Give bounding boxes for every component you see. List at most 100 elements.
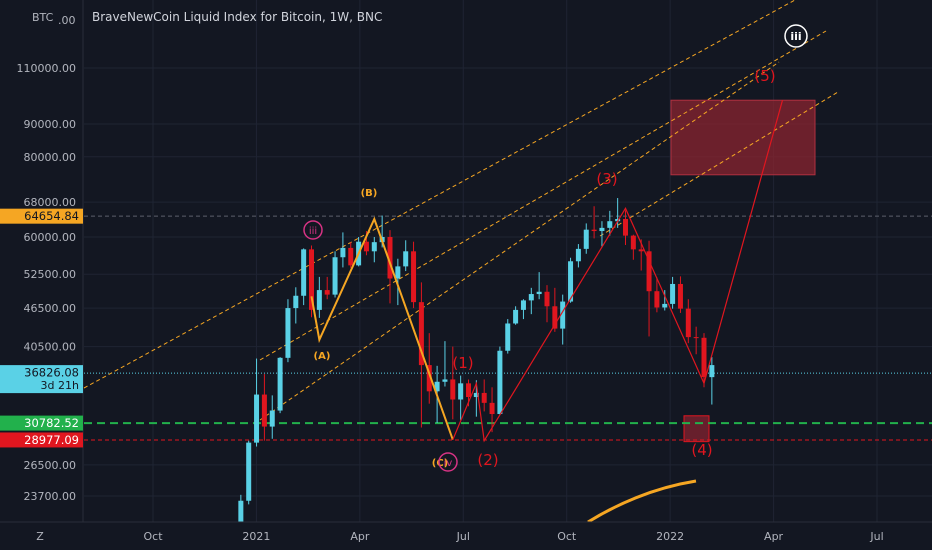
candle[interactable] xyxy=(293,287,299,324)
candle[interactable] xyxy=(630,234,636,260)
candle[interactable] xyxy=(254,358,260,447)
wave-label-iii-white: iii xyxy=(790,30,801,43)
candle[interactable] xyxy=(426,333,432,404)
candle[interactable] xyxy=(599,221,605,247)
zone-layer xyxy=(670,99,816,443)
price-tag-value: 28977.09 xyxy=(24,433,79,447)
wave-label-iii-pink: iii xyxy=(309,226,317,237)
candle-body xyxy=(434,381,440,392)
candle-body xyxy=(568,261,574,302)
candle[interactable] xyxy=(418,282,424,428)
candle[interactable] xyxy=(646,240,652,337)
candle[interactable] xyxy=(340,232,346,268)
candle[interactable] xyxy=(316,276,322,318)
candle[interactable] xyxy=(497,346,503,415)
candle[interactable] xyxy=(677,276,683,313)
candle-body xyxy=(623,219,628,236)
candle[interactable] xyxy=(442,341,448,387)
candle[interactable] xyxy=(481,379,487,412)
candle-body xyxy=(324,290,330,295)
x-tick-label: Jul xyxy=(869,530,883,543)
candle[interactable] xyxy=(583,223,589,254)
candle[interactable] xyxy=(277,357,283,414)
circle-marker xyxy=(303,220,323,240)
candle-body xyxy=(418,302,424,366)
candle-body xyxy=(309,249,314,310)
candle[interactable] xyxy=(591,206,597,239)
candle-body xyxy=(544,291,550,307)
candle-body xyxy=(458,383,464,400)
candle[interactable] xyxy=(693,326,699,355)
candle[interactable] xyxy=(458,375,464,421)
candle[interactable] xyxy=(528,287,534,315)
candle[interactable] xyxy=(560,294,566,345)
price-tag-bg xyxy=(0,432,83,448)
candle[interactable] xyxy=(505,319,511,354)
candle-body xyxy=(536,291,542,295)
circle-marker xyxy=(784,24,808,48)
x-tick-label: 2022 xyxy=(656,530,684,543)
candle[interactable] xyxy=(395,258,401,306)
y-tick-label: 68000.00 xyxy=(24,196,77,209)
support-zone[interactable] xyxy=(683,415,710,443)
candle[interactable] xyxy=(387,230,393,304)
candle[interactable] xyxy=(309,245,314,318)
y-tick-label: 52500.00 xyxy=(24,268,77,281)
candle-body xyxy=(560,301,566,329)
candle[interactable] xyxy=(489,387,495,433)
candle[interactable] xyxy=(269,395,275,439)
candle-body xyxy=(293,295,299,309)
candle[interactable] xyxy=(348,242,354,268)
candle[interactable] xyxy=(607,210,613,236)
candle-body xyxy=(513,309,519,324)
candle[interactable] xyxy=(670,276,676,309)
candle-body xyxy=(254,394,260,443)
candle[interactable] xyxy=(623,210,628,246)
candle[interactable] xyxy=(324,276,330,300)
channel-lines xyxy=(83,0,839,421)
x-tick-label: 2021 xyxy=(242,530,270,543)
candle-body xyxy=(638,249,644,252)
candle[interactable] xyxy=(575,244,581,268)
candle[interactable] xyxy=(403,240,409,272)
candle-body xyxy=(583,229,589,249)
x-axis-panel[interactable] xyxy=(0,522,932,550)
price-tag-value: 36826.08 xyxy=(24,366,79,380)
candle[interactable] xyxy=(709,357,715,405)
candle[interactable] xyxy=(261,374,267,441)
candle[interactable] xyxy=(544,285,550,323)
price-tag: 64654.84 xyxy=(0,208,83,224)
candle-body xyxy=(575,248,581,262)
wave-impulse-path xyxy=(452,100,784,443)
candle[interactable] xyxy=(701,333,707,388)
candle[interactable] xyxy=(411,241,417,309)
candle[interactable] xyxy=(450,346,456,420)
y-tick-label: 110000.00 xyxy=(17,62,77,75)
candle[interactable] xyxy=(285,299,291,363)
candle-body xyxy=(348,247,354,266)
candle[interactable] xyxy=(513,306,519,325)
top-price-fragment: .00 xyxy=(58,14,76,27)
candle-body xyxy=(363,241,369,252)
timezone-corner[interactable]: Z xyxy=(36,530,44,543)
candle[interactable] xyxy=(371,237,377,263)
candle[interactable] xyxy=(520,299,526,320)
candle[interactable] xyxy=(246,440,252,505)
candle[interactable] xyxy=(654,277,660,313)
candle[interactable] xyxy=(301,248,307,306)
target-zone[interactable] xyxy=(670,99,816,176)
candle-body xyxy=(701,337,707,378)
candle[interactable] xyxy=(568,257,574,303)
y-tick-label: 90000.00 xyxy=(24,118,77,131)
x-axis[interactable]: Oct 2021 Apr Jul Oct 2022 Apr Jul xyxy=(143,530,883,543)
wave-label-2: (2) xyxy=(477,451,498,469)
candle[interactable] xyxy=(685,299,691,344)
candle[interactable] xyxy=(662,290,668,311)
candle-body xyxy=(301,249,307,296)
candle[interactable] xyxy=(536,272,542,300)
candle[interactable] xyxy=(332,251,338,298)
y-axis[interactable]: 110000.00 90000.00 80000.00 68000.00 60000.0… xyxy=(17,62,77,503)
